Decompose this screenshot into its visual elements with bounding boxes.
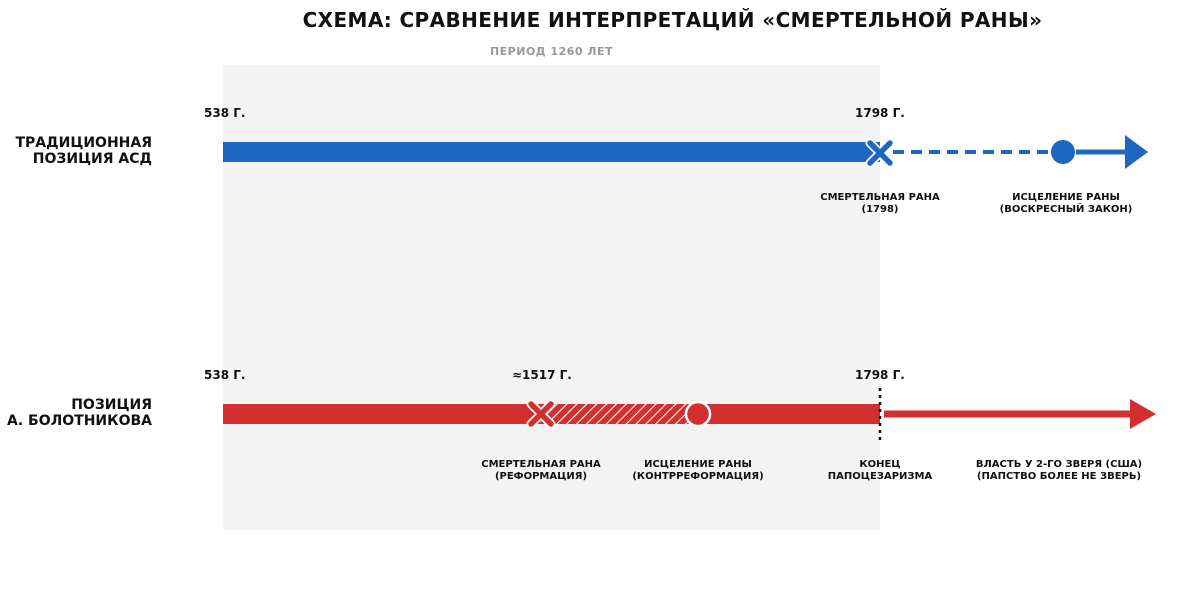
bolotnikov-wound-caption-line1: СМЕРТЕЛЬНАЯ РАНА [481, 459, 601, 470]
traditional-wound-date: 1798 Г. [855, 106, 905, 120]
bolotnikov-hatched-wound-period [540, 404, 698, 424]
traditional-wound-caption-line1: СМЕРТЕЛЬНАЯ РАНА [820, 192, 940, 203]
bolotnikov-healing-circle-icon [684, 400, 712, 428]
bolotnikov-healing-caption-line2: (КОНТРРЕФОРМАЦИЯ) [632, 471, 764, 482]
bolotnikov-wound-caption-line2: (РЕФОРМАЦИЯ) [494, 471, 588, 482]
traditional-healing-circle-icon [1051, 140, 1075, 164]
traditional-healing-caption: ИСЦЕЛЕНИЕ РАНЫ (ВОСКРЕСНЫЙ ЗАКОН) [1000, 192, 1133, 216]
traditional-wound-cross-icon [865, 138, 895, 168]
period-label: ПЕРИОД 1260 ЛЕТ [489, 45, 614, 58]
traditional-label-line1: ТРАДИЦИОННАЯ [15, 135, 153, 151]
bolotnikov-timeline [223, 388, 1156, 444]
bolotnikov-bar-after-healing [698, 404, 880, 424]
bolotnikov-label-line1: ПОЗИЦИЯ [71, 397, 152, 413]
bolotnikov-end-caption-line1: КОНЕЦ [859, 459, 901, 470]
diagram-title: СХЕМА: СРАВНЕНИЕ ИНТЕРПРЕТАЦИЙ «СМЕРТЕЛЬ… [302, 8, 1043, 32]
bolotnikov-end-date: 1798 Г. [855, 368, 905, 382]
bolotnikov-arrow-head [1130, 399, 1156, 429]
bolotnikov-wound-date: ≈1517 Г. [512, 368, 572, 382]
traditional-healing-caption-line2: (ВОСКРЕСНЫЙ ЗАКОН) [999, 204, 1133, 215]
traditional-wound-caption: СМЕРТЕЛЬНАЯ РАНА (1798) [820, 192, 940, 216]
traditional-row-label: ТРАДИЦИОННАЯ ПОЗИЦИЯ АСД [16, 135, 153, 167]
traditional-solid-bar [223, 142, 880, 162]
bolotnikov-wound-cross-icon [526, 399, 556, 429]
bolotnikov-after-caption: ВЛАСТЬ У 2-ГО ЗВЕРЯ (США) (ПАПСТВО БОЛЕЕ… [976, 459, 1142, 483]
bolotnikov-start-date: 538 Г. [204, 368, 246, 382]
traditional-timeline [223, 135, 1148, 169]
bolotnikov-wound-caption: СМЕРТЕЛЬНАЯ РАНА (РЕФОРМАЦИЯ) [481, 459, 601, 483]
bolotnikov-after-caption-line1: ВЛАСТЬ У 2-ГО ЗВЕРЯ (США) [975, 459, 1143, 470]
bolotnikov-end-caption-line2: ПАПОЦЕЗАРИЗМА [827, 471, 933, 482]
bolotnikov-healing-caption-line1: ИСЦЕЛЕНИЕ РАНЫ [644, 459, 752, 470]
bolotnikov-after-caption-line2: (ПАПСТВО БОЛЕЕ НЕ ЗВЕРЬ) [976, 471, 1142, 482]
traditional-start-date: 538 Г. [204, 106, 246, 120]
bolotnikov-healing-caption: ИСЦЕЛЕНИЕ РАНЫ (КОНТРРЕФОРМАЦИЯ) [632, 459, 763, 483]
bolotnikov-row-label: ПОЗИЦИЯ А. БОЛОТНИКОВА [7, 397, 152, 429]
traditional-label-line2: ПОЗИЦИЯ АСД [32, 151, 152, 167]
bolotnikov-label-line2: А. БОЛОТНИКОВА [7, 413, 152, 429]
bolotnikov-end-caption: КОНЕЦ ПАПОЦЕЗАРИЗМА [828, 459, 932, 483]
traditional-arrow-head [1125, 135, 1148, 169]
traditional-healing-caption-line1: ИСЦЕЛЕНИЕ РАНЫ [1012, 192, 1120, 203]
bolotnikov-bar-before-wound [223, 404, 540, 424]
traditional-wound-caption-line2: (1798) [861, 204, 899, 215]
